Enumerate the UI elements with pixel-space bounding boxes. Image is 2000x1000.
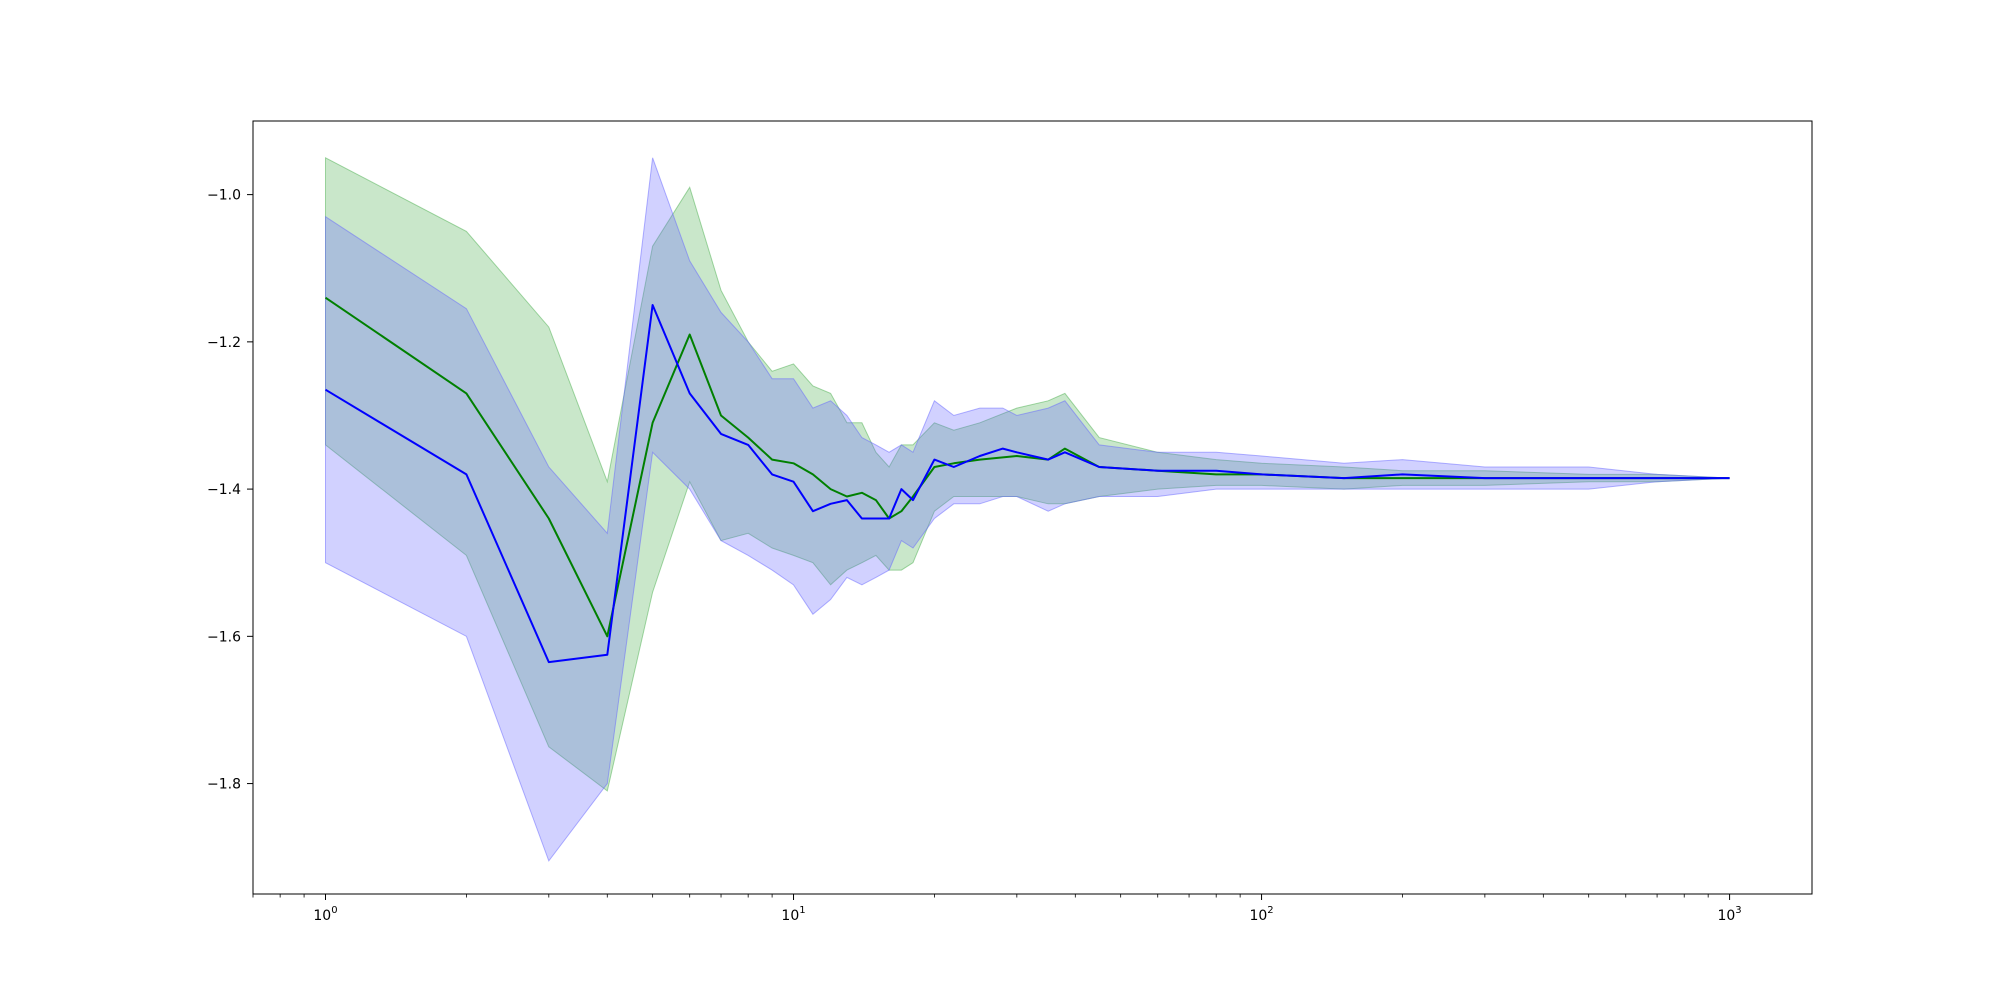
x-tick-label: 101	[781, 905, 805, 924]
series-1-band	[325, 157, 1730, 862]
x-tick-label-base: 10	[313, 908, 331, 924]
confidence-bands	[325, 156, 1730, 862]
y-tick-label: −1.6	[207, 629, 241, 645]
x-tick-label-base: 10	[781, 908, 799, 924]
x-tick-label-exponent: 1	[799, 905, 805, 916]
x-tick-label: 102	[1249, 905, 1273, 924]
x-tick-label-exponent: 3	[1735, 905, 1741, 916]
x-tick-label-base: 10	[1717, 908, 1735, 924]
y-tick-label: −1.4	[207, 482, 241, 498]
y-axis: −1.0 −1.2 −1.4 −1.6 −1.8	[207, 188, 253, 793]
x-axis: 100 101 102 103	[252, 894, 1742, 924]
x-tick-label: 103	[1717, 905, 1741, 924]
series-lines	[324, 296, 1730, 664]
y-tick-label: −1.2	[207, 335, 241, 351]
y-tick-label: −1.8	[207, 777, 241, 793]
x-tick-label: 100	[313, 905, 337, 924]
x-tick-label-exponent: 2	[1267, 905, 1273, 916]
plot-frame	[252, 120, 1813, 895]
y-tick-label: −1.0	[207, 188, 241, 204]
x-tick-label-base: 10	[1249, 908, 1267, 924]
series-1-line	[324, 304, 1730, 664]
x-tick-label-exponent: 0	[331, 905, 337, 916]
